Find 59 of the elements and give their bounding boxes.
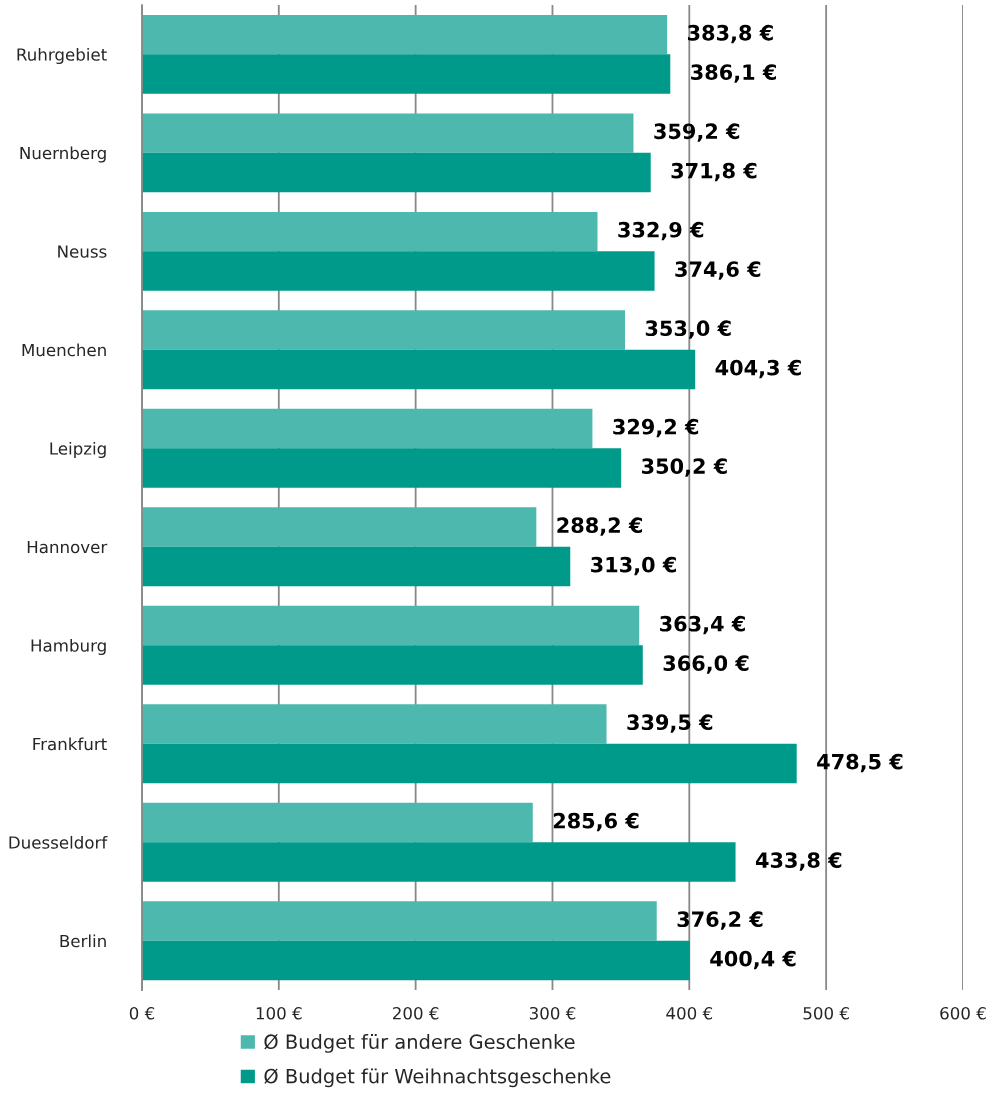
y-tick-label: Duesseldorf: [9, 835, 108, 849]
x-tick-label: 600 €: [940, 1006, 986, 1020]
data-label: 383,8 €: [687, 24, 773, 44]
bar: [141, 54, 671, 94]
x-tick-label: 500 €: [803, 1006, 849, 1020]
bar: [141, 211, 598, 252]
data-label: 329,2 €: [613, 418, 699, 438]
bar: [141, 901, 657, 941]
y-tick-label: Hamburg: [31, 638, 106, 656]
x-tick-label: 0 €: [129, 1006, 155, 1020]
x-tick-label: 400 €: [666, 1006, 713, 1020]
bar: [141, 251, 655, 291]
data-label: 363,4 €: [660, 615, 745, 635]
data-label: 285,6 €: [553, 812, 639, 832]
bar: [141, 310, 625, 350]
y-tick-label: Leipzig: [50, 441, 106, 459]
x-tick-label: 200 €: [393, 1006, 439, 1020]
data-label: 366,0 €: [663, 655, 749, 674]
bar: [141, 448, 622, 488]
data-label: 400,4 €: [710, 950, 796, 970]
y-tick-label: Nuernberg: [20, 146, 106, 163]
data-label: 339,5 €: [627, 714, 713, 733]
bar: [141, 408, 593, 449]
data-label: 353,0 €: [645, 320, 731, 339]
x-tick-label: 300 €: [529, 1006, 576, 1020]
y-tick-label: Frankfurt: [33, 737, 107, 751]
bar: [141, 546, 571, 587]
y-tick-label: Neuss: [58, 245, 107, 258]
data-label: 386,1 €: [691, 64, 776, 83]
bar: [141, 605, 640, 646]
bar: [141, 802, 533, 843]
data-label: 433,8 €: [755, 852, 842, 871]
data-label: 332,9 €: [618, 221, 704, 241]
bar: [141, 14, 668, 55]
data-label: 371,8 €: [671, 162, 757, 182]
bar: [141, 645, 643, 685]
data-label: 374,6 €: [675, 261, 761, 280]
bar: [141, 507, 537, 547]
bar: [141, 349, 696, 390]
bar: [141, 842, 736, 882]
bar: [141, 113, 634, 153]
bar: [141, 940, 690, 981]
y-tick-label: Ruhrgebiet: [17, 47, 107, 65]
bar: [141, 152, 651, 193]
data-label: 350,2 €: [642, 458, 727, 477]
data-label: 313,0 €: [591, 556, 676, 576]
bar: [141, 704, 607, 744]
bar: [141, 743, 797, 784]
legend-label: Ø Budget für Weihnachtsgeschenke: [264, 1068, 611, 1088]
data-label: 359,2 €: [654, 123, 740, 142]
data-label: 478,5 €: [817, 753, 903, 773]
x-tick-label: 100 €: [256, 1006, 302, 1020]
data-label: 288,2 €: [557, 517, 643, 536]
data-label: 404,3 €: [715, 359, 801, 379]
legend-label: Ø Budget für andere Geschenke: [264, 1033, 575, 1053]
y-tick-label: Muenchen: [22, 343, 106, 357]
data-label: 376,2 €: [677, 911, 763, 930]
y-tick-label: Hannover: [27, 540, 108, 554]
y-tick-label: Berlin: [60, 934, 106, 948]
